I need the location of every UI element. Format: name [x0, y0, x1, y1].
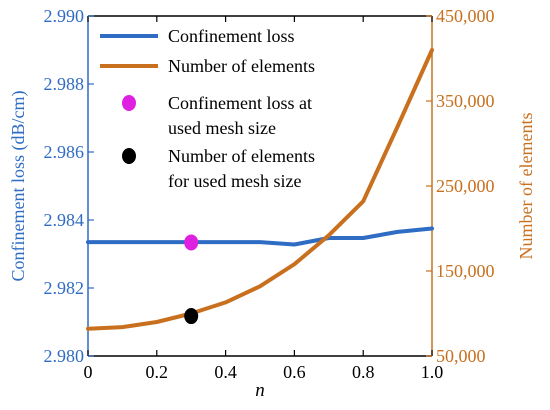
- confinement-loss-marker: [184, 234, 199, 251]
- marker-layer: [184, 234, 199, 325]
- series-layer: [86, 48, 434, 331]
- x-tick-label: 0.4: [214, 362, 237, 382]
- legend-label: Confinement loss: [168, 26, 295, 46]
- y-tick-label-right: 350,000: [436, 91, 495, 111]
- y-tick-label-left: 2.984: [44, 210, 85, 230]
- legend-label: used mesh size: [168, 118, 276, 138]
- legend-label: for used mesh size: [168, 171, 301, 191]
- y-tick-label-right: 50,000: [436, 346, 486, 366]
- y-tick-label-right: 450,000: [436, 6, 495, 26]
- legend-label: Confinement loss at: [168, 93, 312, 113]
- series-line-confinement-loss: [86, 226, 434, 247]
- y-axis-label-left: Confinement loss (dB/cm): [8, 91, 29, 282]
- x-axis-label: n: [255, 380, 265, 401]
- elements-marker: [184, 308, 199, 325]
- x-tick-label: 1.0: [421, 362, 444, 382]
- legend-label: Number of elements: [168, 56, 315, 76]
- legend: Confinement loss Number of elements Confin…: [100, 26, 315, 191]
- x-tick-label: 0.2: [146, 362, 169, 382]
- legend-label: Number of elements: [168, 146, 315, 166]
- y-tick-label-left: 2.982: [44, 278, 85, 298]
- axis-ticks: 0 0.2 0.4 0.6 0.8 1.0 2.980 2.982 2.984 2.986 2.98…: [44, 6, 495, 382]
- series-line-number-of-elements: [86, 48, 434, 331]
- x-tick-label: 0.8: [352, 362, 375, 382]
- y-tick-label-left: 2.990: [44, 6, 85, 26]
- x-tick-label: 0.6: [283, 362, 306, 382]
- y-tick-label-right: 150,000: [436, 261, 495, 281]
- y-axis-label-right: Number of elements: [516, 113, 536, 260]
- y-tick-label-left: 2.988: [44, 74, 85, 94]
- y-tick-label-right: 250,000: [436, 176, 495, 196]
- axis-labels: Confinement loss (dB/cm) Number of eleme…: [8, 91, 536, 401]
- legend-dot-swatch: [122, 148, 136, 164]
- x-tick-label: 0: [84, 362, 93, 382]
- legend-dot-swatch: [122, 95, 136, 111]
- y-tick-label-left: 2.986: [44, 142, 85, 162]
- y-tick-label-left: 2.980: [44, 346, 85, 366]
